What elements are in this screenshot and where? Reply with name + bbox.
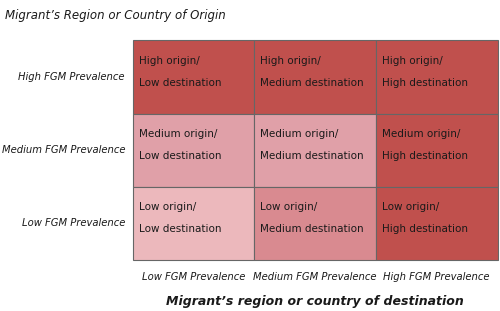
- Bar: [132, 114, 254, 187]
- Text: Low destination: Low destination: [138, 78, 221, 88]
- Text: High destination: High destination: [382, 151, 468, 161]
- Text: Medium origin/: Medium origin/: [382, 129, 460, 139]
- Text: Medium destination: Medium destination: [260, 224, 364, 234]
- Text: Low origin/: Low origin/: [260, 202, 318, 212]
- Text: Medium origin/: Medium origin/: [260, 129, 338, 139]
- Bar: [376, 40, 498, 114]
- Bar: [254, 114, 376, 187]
- Text: Low FGM Prevalence: Low FGM Prevalence: [22, 218, 125, 228]
- Text: Medium FGM Prevalence: Medium FGM Prevalence: [2, 145, 125, 155]
- Bar: [254, 40, 376, 114]
- Text: High origin/: High origin/: [138, 56, 200, 66]
- Text: Low origin/: Low origin/: [138, 202, 196, 212]
- Text: Low FGM Prevalence: Low FGM Prevalence: [142, 272, 245, 282]
- Text: High origin/: High origin/: [260, 56, 321, 66]
- Text: High destination: High destination: [382, 78, 468, 88]
- Text: High FGM Prevalence: High FGM Prevalence: [18, 72, 125, 82]
- Text: Migrant’s Region or Country of Origin: Migrant’s Region or Country of Origin: [5, 9, 226, 22]
- Text: High FGM Prevalence: High FGM Prevalence: [384, 272, 490, 282]
- Text: Medium origin/: Medium origin/: [138, 129, 217, 139]
- Bar: [254, 187, 376, 260]
- Text: Migrant’s region or country of destination: Migrant’s region or country of destinati…: [166, 295, 464, 308]
- Text: Medium destination: Medium destination: [260, 78, 364, 88]
- Text: Low destination: Low destination: [138, 224, 221, 234]
- Text: Low destination: Low destination: [138, 151, 221, 161]
- Text: High destination: High destination: [382, 224, 468, 234]
- Bar: [132, 40, 254, 114]
- Bar: [376, 187, 498, 260]
- Bar: [376, 114, 498, 187]
- Bar: [132, 187, 254, 260]
- Text: Medium FGM Prevalence: Medium FGM Prevalence: [254, 272, 377, 282]
- Text: Low origin/: Low origin/: [382, 202, 439, 212]
- Text: Medium destination: Medium destination: [260, 151, 364, 161]
- Text: High origin/: High origin/: [382, 56, 442, 66]
